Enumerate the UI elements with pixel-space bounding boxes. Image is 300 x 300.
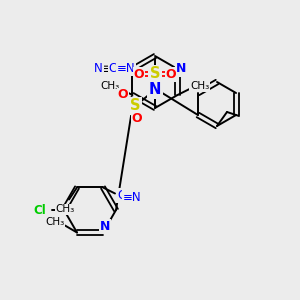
- Text: N: N: [149, 82, 161, 98]
- Text: O: O: [166, 68, 176, 80]
- Text: ≡: ≡: [99, 64, 110, 76]
- Text: Cl: Cl: [34, 203, 46, 217]
- Text: C: C: [108, 62, 116, 76]
- Text: N: N: [176, 62, 187, 76]
- Text: O: O: [118, 88, 128, 101]
- Text: CH₃: CH₃: [56, 205, 75, 214]
- Text: C: C: [117, 189, 125, 202]
- Text: Cl: Cl: [148, 85, 161, 98]
- Text: CH₃: CH₃: [101, 81, 120, 91]
- Text: O: O: [132, 112, 142, 125]
- Text: ≡N: ≡N: [123, 191, 142, 204]
- Text: S: S: [150, 67, 160, 82]
- Text: CH₃: CH₃: [190, 81, 209, 91]
- Text: S: S: [130, 98, 140, 113]
- Text: C: C: [106, 61, 115, 74]
- Text: CH₃: CH₃: [45, 217, 64, 226]
- Text: N: N: [100, 220, 110, 233]
- Text: O: O: [134, 68, 144, 80]
- Text: N: N: [94, 62, 103, 76]
- Text: ≡N: ≡N: [116, 62, 135, 76]
